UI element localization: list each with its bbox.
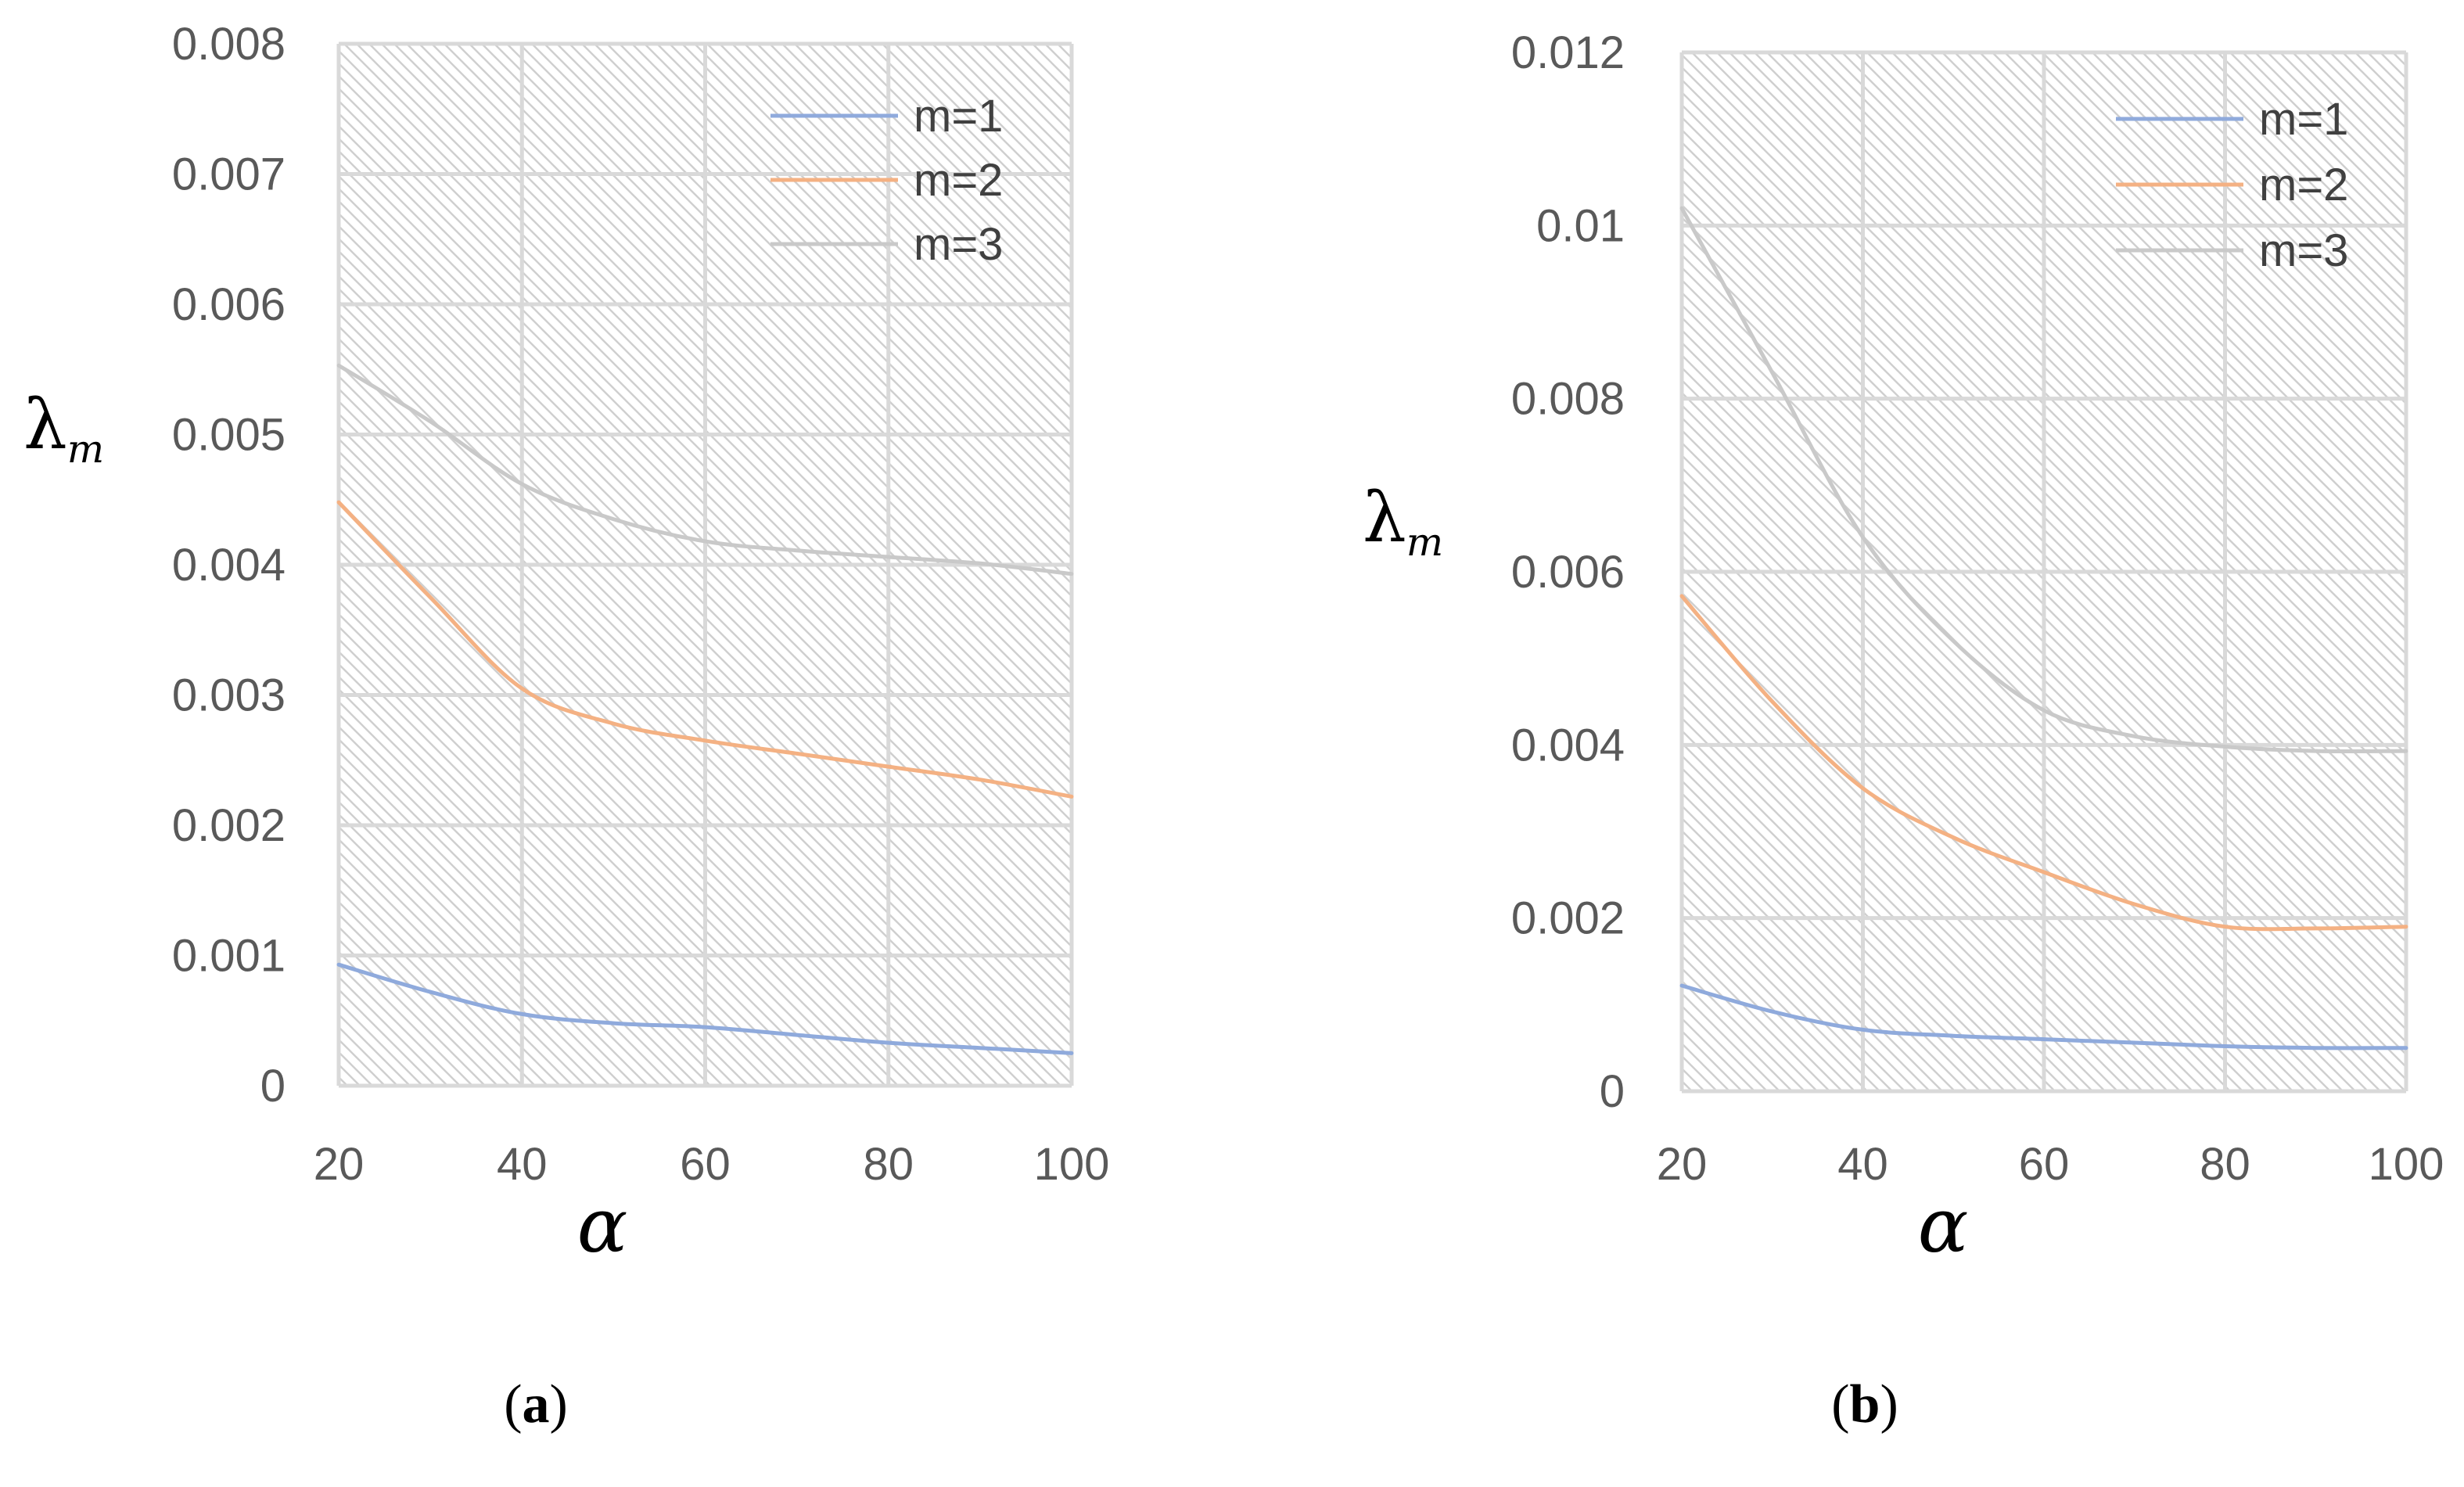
x-tick-label: 100 [2369, 1139, 2444, 1190]
y-tick-label: 0.005 [172, 410, 286, 461]
legend: m=1 m=2 m=3 [770, 91, 1003, 270]
x-tick-label: 40 [497, 1139, 548, 1190]
y-axis-label: λm [23, 384, 104, 472]
y-tick-label: 0.004 [1511, 720, 1625, 770]
legend-label: m=1 [914, 91, 1003, 142]
y-tick-label: 0.01 [1536, 200, 1625, 251]
y-tick-label: 0.004 [172, 540, 286, 591]
legend-label: m=1 [2259, 94, 2348, 145]
x-tick-label: 80 [2200, 1139, 2250, 1190]
y-tick-label: 0.001 [172, 931, 286, 982]
series-line-m3 [1679, 206, 2408, 753]
chart-panel-b: λm α (b) 0 0.002 0.004 0.006 0.008 0.01 0.012 2… [1363, 27, 2444, 1435]
y-tick-label: 0.003 [172, 670, 286, 721]
y-tick-label: 0.002 [172, 800, 286, 851]
panel-label: (b) [1831, 1374, 1898, 1435]
panel-label: (a) [504, 1374, 568, 1435]
x-tick-label: 80 [863, 1139, 914, 1190]
gridlines [1679, 50, 2408, 1094]
x-tick-label: 40 [1837, 1139, 1888, 1190]
y-tick-label: 0.007 [172, 149, 286, 200]
x-axis-label: α [1918, 1182, 1969, 1270]
panel-label-paren: ( [1831, 1374, 1849, 1435]
legend-label: m=3 [914, 219, 1003, 270]
y-tick-label: 0.012 [1511, 27, 1625, 78]
y-axis-label-subscript: m [67, 426, 104, 472]
panel-label-letter: a [523, 1374, 550, 1435]
panel-label-paren: ) [550, 1374, 568, 1435]
series-line-m2 [1679, 594, 2408, 932]
series-line-m2 [336, 500, 1074, 799]
series-line-m1 [1679, 983, 2408, 1051]
y-axis-label-symbol: λ [23, 384, 67, 465]
y-tick-label: 0.008 [172, 19, 286, 70]
x-tick-label: 60 [680, 1139, 731, 1190]
y-tick-label: 0.008 [1511, 374, 1625, 425]
y-tick-label: 0.006 [1511, 547, 1625, 598]
x-tick-label: 100 [1034, 1139, 1110, 1190]
legend-label: m=2 [2259, 160, 2348, 210]
panel-label-paren: ) [1880, 1374, 1898, 1435]
y-tick-label: 0 [1600, 1066, 1625, 1117]
chart-panel-a: λm α (a) 0 0.001 0.002 0.003 0.004 0.005 0.006… [23, 19, 1109, 1435]
legend-label: m=3 [2259, 225, 2348, 276]
y-axis-label-symbol: λ [1363, 477, 1406, 558]
y-tick-label: 0.006 [172, 279, 286, 330]
series-line-m1 [336, 962, 1074, 1055]
gridlines [336, 41, 1074, 1088]
panel-label-paren: ( [504, 1374, 522, 1435]
y-tick-label: 0 [260, 1061, 286, 1112]
x-tick-label: 20 [314, 1139, 365, 1190]
y-axis-label-subscript: m [1406, 519, 1443, 565]
y-axis-label: λm [1363, 477, 1443, 565]
x-tick-label: 20 [1657, 1139, 1708, 1190]
x-tick-label: 60 [2019, 1139, 2070, 1190]
y-tick-label: 0.002 [1511, 893, 1625, 944]
panel-label-letter: b [1850, 1374, 1880, 1435]
x-axis-label: α [577, 1182, 628, 1270]
legend-label: m=2 [914, 155, 1003, 206]
series-line-m3 [336, 363, 1074, 576]
legend: m=1 m=2 m=3 [2116, 94, 2348, 276]
